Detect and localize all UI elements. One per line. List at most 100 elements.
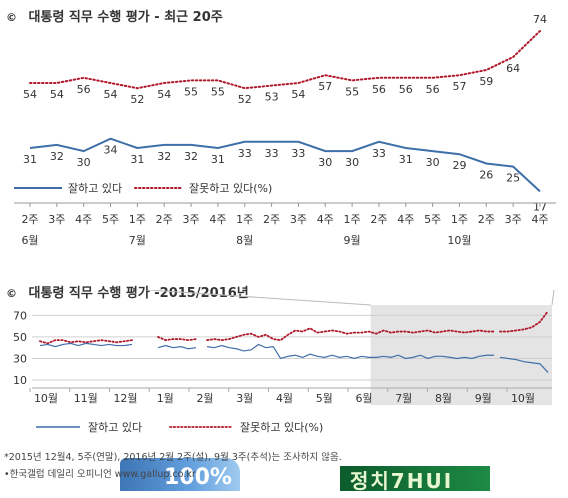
overlay-logo: 100%	[120, 458, 240, 491]
data-label-approve: 34	[104, 144, 118, 157]
series-line-approve	[499, 356, 549, 373]
x-tick-label-week: 2주	[478, 213, 495, 226]
data-label-approve: 32	[50, 150, 64, 163]
x-tick-label-month: 7월	[395, 392, 412, 405]
data-label-disapprove: 55	[345, 85, 359, 98]
data-label-disapprove: 56	[399, 83, 413, 96]
data-label-approve: 33	[265, 147, 279, 160]
data-label-approve: 31	[211, 153, 225, 166]
x-tick-label-week: 3주	[290, 213, 307, 226]
zoom-connector-right	[551, 290, 555, 306]
copyright-icon: ©	[6, 287, 17, 300]
x-tick-label-month: 10월	[34, 392, 58, 405]
data-label-approve: 31	[23, 153, 37, 166]
data-label-disapprove: 74	[533, 13, 547, 26]
data-label-disapprove: 56	[77, 83, 91, 96]
x-tick-label-month: 8월	[236, 234, 253, 247]
x-tick-label-week: 3주	[182, 213, 199, 226]
data-label-approve: 32	[184, 150, 198, 163]
x-tick-label-month: 6월	[21, 234, 38, 247]
zoom-connector-left	[141, 290, 371, 306]
x-tick-label-week: 3주	[505, 213, 522, 226]
chart2-title: © 대통령 직무 수행 평가 -2015/2016년	[6, 282, 249, 301]
data-label-approve: 30	[77, 156, 91, 169]
data-label-approve: 33	[291, 147, 305, 160]
footnote-source: •한국갤럽 데일리 오피니언 www.gallup.co.kr	[4, 469, 196, 480]
data-label-disapprove: 56	[372, 83, 386, 96]
data-label-disapprove: 56	[426, 83, 440, 96]
data-label-disapprove: 55	[211, 85, 225, 98]
data-label-approve: 33	[372, 147, 386, 160]
x-tick-label-week: 4주	[531, 213, 548, 226]
series-line-approve	[157, 344, 197, 350]
x-tick-label-month: 3월	[236, 392, 253, 405]
series-line-approve	[29, 137, 541, 193]
data-label-approve: 31	[130, 153, 144, 166]
data-label-disapprove: 57	[318, 80, 332, 93]
data-label-disapprove: 54	[291, 88, 305, 101]
x-tick-label-week: 1주	[129, 213, 146, 226]
data-label-approve: 29	[452, 159, 466, 172]
x-tick-label-month: 9월	[344, 234, 361, 247]
series-line-disapprove	[206, 327, 495, 342]
x-tick-label-week: 2주	[263, 213, 280, 226]
y-tick-label: 70	[13, 309, 27, 322]
x-tick-label-week: 4주	[317, 213, 334, 226]
x-tick-label-week: 1주	[236, 213, 253, 226]
data-label-disapprove: 54	[104, 88, 118, 101]
x-tick-label-week: 4주	[209, 213, 226, 226]
x-tick-label-month: 9월	[475, 392, 492, 405]
x-tick-label-week: 5주	[424, 213, 441, 226]
overlay-banner: 정치7HUI	[340, 466, 490, 491]
x-tick-label-month: 5월	[316, 392, 333, 405]
x-tick-label-week: 4주	[397, 213, 414, 226]
data-label-disapprove: 52	[130, 93, 144, 106]
chart1-title: © 대통령 직무 수행 평가 - 최근 20주	[6, 6, 223, 25]
data-label-approve: 30	[345, 156, 359, 169]
data-label-disapprove: 52	[238, 93, 252, 106]
x-tick-label-week: 2주	[21, 213, 38, 226]
x-tick-label-week: 2주	[156, 213, 173, 226]
x-tick-label-month: 10월	[447, 234, 471, 247]
legend-label-approve: 잘하고 있다	[68, 181, 122, 195]
series-line-disapprove	[29, 30, 541, 90]
data-label-disapprove: 55	[184, 85, 198, 98]
legend-label-approve: 잘하고 있다	[88, 420, 142, 434]
data-label-approve: 31	[399, 153, 413, 166]
x-tick-label-week: 3주	[48, 213, 65, 226]
series-line-disapprove	[499, 310, 549, 333]
x-tick-label-month: 12월	[113, 392, 137, 405]
data-label-disapprove: 64	[506, 62, 520, 75]
series-line-approve	[39, 342, 133, 348]
recent-20-weeks-chart: 54 54 56 54 52 54 55 55 52 53 54 57 55 56 56 56 57 59 64 74…	[14, 13, 556, 247]
y-tick-label: 10	[13, 374, 27, 387]
data-label-disapprove: 59	[479, 75, 493, 88]
data-label-approve: 26	[479, 169, 493, 182]
data-label-approve: 32	[157, 150, 171, 163]
chart1-title-text: 대통령 직무 수행 평가 - 최근 20주	[28, 10, 223, 25]
data-label-approve: 25	[506, 172, 520, 185]
x-tick-label-month: 4월	[276, 392, 293, 405]
copyright-icon: ©	[6, 11, 17, 24]
chart2-title-text: 대통령 직무 수행 평가 -2015/2016년	[28, 286, 249, 301]
data-label-disapprove: 57	[452, 80, 466, 93]
yearly-chart: 10 30 50 70 10월 11월 12월 1월 2월 3월 4월 5월 6월 7월 8월 9월 10월잘하…	[13, 290, 555, 434]
legend-label-disapprove: 잘못하고 있다(%)	[240, 420, 323, 434]
x-tick-label-week: 5주	[102, 213, 119, 226]
series-line-disapprove	[39, 339, 133, 345]
x-tick-label-week: 1주	[344, 213, 361, 226]
x-tick-label-month: 11월	[74, 392, 98, 405]
data-label-disapprove: 54	[157, 88, 171, 101]
series-line-approve	[206, 343, 494, 360]
x-tick-label-month: 10월	[511, 392, 535, 405]
y-tick-label: 50	[13, 331, 27, 344]
x-tick-label-month: 7월	[129, 234, 146, 247]
x-tick-label-month: 1월	[157, 392, 174, 405]
data-label-disapprove: 53	[265, 91, 279, 104]
data-label-disapprove: 54	[23, 88, 37, 101]
x-tick-label-week: 2주	[370, 213, 387, 226]
x-tick-label-week: 4주	[75, 213, 92, 226]
legend-label-disapprove: 잘못하고 있다(%)	[189, 181, 272, 195]
data-label-disapprove: 54	[50, 88, 64, 101]
x-tick-label-week: 1주	[451, 213, 468, 226]
